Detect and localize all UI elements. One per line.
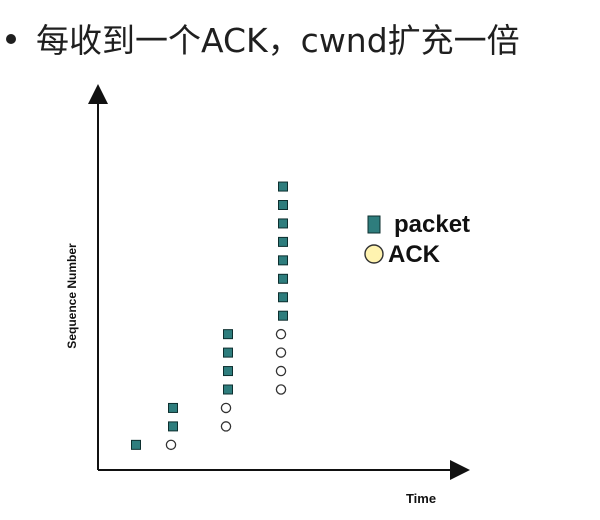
heading-line: 每收到一个ACK，cwnd扩充一倍 <box>6 10 520 66</box>
packet-point-13 <box>278 218 288 229</box>
packet-point-2 <box>168 421 178 432</box>
ack-point-2 <box>220 421 232 432</box>
packet-point-14 <box>278 200 288 210</box>
ack-point-6 <box>275 347 287 358</box>
legend-item-ack: ACK <box>364 241 441 268</box>
legend-square-icon <box>367 215 381 234</box>
heading-text: 每收到一个ACK，cwnd扩充一倍 <box>36 21 520 60</box>
packet-point-6 <box>223 347 233 358</box>
legend-item-packet: packet <box>367 211 470 238</box>
points-layer <box>131 181 288 451</box>
ack-point-3 <box>220 402 232 414</box>
packet-point-15 <box>278 181 288 192</box>
ack-point-1 <box>165 439 177 451</box>
bullet-icon <box>6 34 16 44</box>
legend-circle-icon <box>364 244 384 264</box>
y-axis-label: Sequence Number <box>65 243 79 349</box>
ack-point-7 <box>275 328 287 340</box>
packet-point-4 <box>223 384 233 395</box>
packet-point-10 <box>278 273 288 284</box>
ack-point-5 <box>275 365 287 377</box>
series-ack <box>165 328 287 451</box>
packet-point-12 <box>278 236 288 247</box>
legend-label-packet: packet <box>394 211 470 238</box>
packet-point-8 <box>278 310 288 321</box>
legend: packet ACK <box>364 211 470 268</box>
series-packet <box>131 181 288 450</box>
packet-point-5 <box>223 366 233 377</box>
packet-point-1 <box>131 439 141 450</box>
packet-point-9 <box>278 292 288 303</box>
ack-point-4 <box>275 384 287 395</box>
packet-point-7 <box>223 329 233 340</box>
packet-point-3 <box>168 402 178 413</box>
legend-label-ack: ACK <box>388 241 441 268</box>
packet-point-11 <box>278 255 288 266</box>
x-axis-label: Time <box>406 491 436 506</box>
